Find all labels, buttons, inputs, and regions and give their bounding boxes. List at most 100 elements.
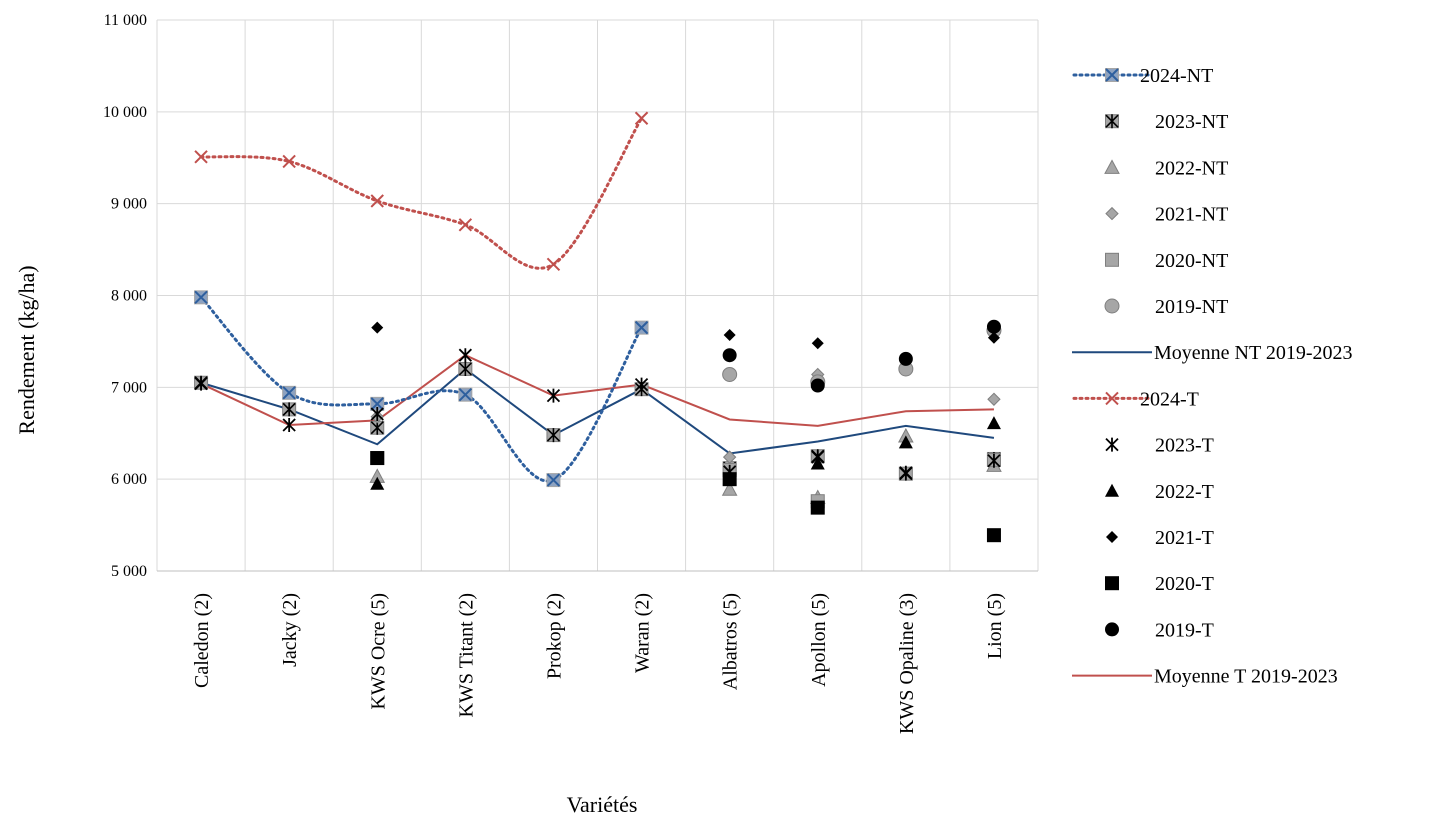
data-point (810, 378, 825, 393)
legend-label: 2020-NT (1155, 250, 1228, 272)
plot-area (194, 111, 1002, 543)
series-line (199, 295, 644, 483)
data-point (986, 416, 1001, 430)
data-point (282, 154, 296, 169)
data-point (546, 428, 561, 443)
legend-swatch-marker (1105, 68, 1119, 82)
legend-label: 2019-NT (1155, 296, 1228, 318)
y-tick-label: 8 000 (111, 288, 147, 305)
data-point (194, 376, 208, 391)
legend-label: 2021-NT (1155, 204, 1228, 226)
legend-item-moyenne-nt-2019-2023: Moyenne NT 2019-2023 (1072, 342, 1353, 364)
legend-item-2022-t: 2022-T (1105, 481, 1214, 503)
data-point (370, 476, 385, 490)
legend-swatch-marker (1104, 159, 1120, 174)
series-moyenne-nt-2019-2023 (200, 367, 995, 455)
legend-swatch-marker (1105, 622, 1119, 637)
data-point (194, 290, 209, 305)
data-point (634, 377, 649, 392)
legend-label: Moyenne T 2019-2023 (1154, 666, 1338, 688)
series-2020-t (370, 451, 1001, 543)
series-2023-t (194, 348, 1001, 480)
y-tick-label: 11 000 (104, 12, 147, 29)
data-point (986, 528, 1001, 543)
legend-label: 2023-T (1155, 435, 1214, 457)
data-point (987, 331, 1000, 344)
x-tick-label: Jacky (2) (279, 593, 301, 667)
y-tick-label: 5 000 (111, 563, 147, 580)
legend-item-2020-nt: 2020-NT (1105, 250, 1228, 272)
series-line (200, 354, 994, 427)
legend-swatch-marker (1106, 531, 1118, 543)
data-point (898, 435, 913, 449)
data-point (458, 348, 472, 363)
x-axis-title: Variétés (567, 792, 638, 817)
series-2021-t (371, 321, 1000, 350)
y-tick-label: 7 000 (111, 379, 147, 396)
legend-swatch-marker (1105, 391, 1119, 406)
legend-label: 2019-T (1155, 619, 1214, 641)
x-tick-label: KWS Opaline (3) (896, 593, 918, 734)
data-point (194, 150, 208, 164)
legend-item-2022-nt: 2022-NT (1104, 157, 1228, 179)
data-point (898, 351, 913, 366)
data-point (546, 257, 561, 271)
legend-item-2019-t: 2019-T (1105, 619, 1214, 641)
legend-swatch-marker (1105, 114, 1119, 129)
y-axis: 5 000 6 000 7 000 8 000 9 000 10 000 11 000 (103, 12, 147, 580)
legend-label: Moyenne NT 2019-2023 (1154, 342, 1353, 364)
x-tick-label: Lion (5) (984, 593, 1006, 659)
series-2024-t (194, 111, 649, 271)
legend-item-2024-nt: 2024-NT (1072, 65, 1213, 87)
series-moyenne-t-2019-2023 (200, 354, 994, 427)
y-tick-label: 9 000 (111, 196, 147, 213)
data-point (811, 337, 824, 350)
x-tick-label: Waran (2) (632, 593, 654, 673)
legend-item-2023-nt: 2023-NT (1105, 111, 1228, 133)
x-axis: Caledon (2) Jacky (2) KWS Ocre (5) KWS Tita… (157, 570, 1038, 734)
y-axis-title: Rendement (kg/ha) (14, 265, 39, 434)
legend-label: 2020-T (1155, 573, 1214, 595)
data-point (634, 111, 649, 125)
legend-label: 2024-T (1140, 388, 1199, 410)
legend-item-2019-nt: 2019-NT (1104, 296, 1228, 318)
data-point (458, 361, 473, 376)
legend-label: 2022-T (1155, 481, 1214, 503)
legend-item-2023-t: 2023-T (1105, 435, 1214, 457)
legend-item-2024-t: 2024-T (1072, 388, 1199, 410)
data-point (371, 321, 384, 334)
data-point (722, 472, 737, 487)
x-tick-label: Apollon (5) (808, 593, 830, 687)
y-tick-label: 6 000 (111, 471, 147, 488)
data-point (458, 218, 473, 232)
data-point (723, 328, 736, 341)
data-point (721, 481, 738, 496)
data-point (282, 417, 296, 432)
legend-item-2021-nt: 2021-NT (1105, 204, 1228, 226)
legend-label: 2023-NT (1155, 111, 1228, 133)
data-point (282, 402, 297, 417)
y-tick-label: 10 000 (103, 104, 147, 121)
x-tick-label: Caledon (2) (191, 593, 213, 688)
data-point (810, 456, 825, 470)
legend-item-2021-t: 2021-T (1106, 527, 1214, 549)
x-tick-label: Prokop (2) (543, 593, 565, 679)
data-point (986, 319, 1001, 334)
data-point (546, 473, 561, 488)
data-point (370, 406, 384, 421)
legend-swatch-marker (1105, 483, 1119, 497)
legend: 2024-NT 2023-NT 2022-NT 2021-NT 2020-NT 2019-… (1072, 65, 1353, 688)
legend-label: 2022-NT (1155, 157, 1228, 179)
x-tick-label: Albatros (5) (720, 593, 742, 690)
legend-swatch-marker (1105, 252, 1119, 267)
legend-swatch-marker (1104, 298, 1120, 314)
series-2024-nt (194, 290, 649, 488)
data-point (722, 348, 737, 363)
legend-swatch-marker (1105, 437, 1119, 452)
legend-label: 2024-NT (1140, 65, 1213, 87)
x-tick-label: KWS Ocre (5) (367, 593, 389, 710)
data-point (458, 387, 473, 402)
gridlines (156, 19, 1039, 572)
data-point (987, 392, 1001, 406)
